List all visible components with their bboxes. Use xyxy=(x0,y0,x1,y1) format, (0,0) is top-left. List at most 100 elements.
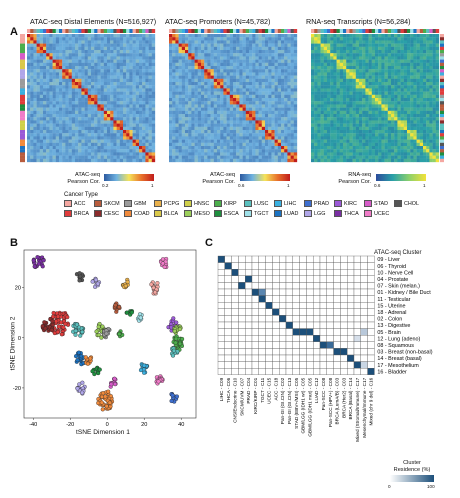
matrix-cell xyxy=(340,269,348,276)
matrix-cell xyxy=(333,255,341,263)
matrix-cell xyxy=(285,328,293,336)
colorbar-2 xyxy=(240,174,290,181)
cancer-type-legend-item: KIRC xyxy=(334,200,357,207)
matrix-cell xyxy=(299,295,307,303)
tsne-plot-frame xyxy=(23,249,197,419)
matrix-cell xyxy=(272,335,280,342)
cluster-column-label: Pan-SCC - C08 xyxy=(321,377,326,410)
cluster-column-label: UCEC - C15 xyxy=(267,377,272,403)
cancer-type-label: MESO xyxy=(194,210,210,217)
y-tick-label: 0 xyxy=(18,336,21,342)
cancer-type-swatch xyxy=(184,200,192,207)
cancer-type-legend-item: LUSC xyxy=(244,200,268,207)
matrix-cell xyxy=(326,341,334,349)
matrix-cell xyxy=(217,361,225,369)
matrix-cell xyxy=(245,255,253,263)
matrix-cell xyxy=(353,321,361,329)
matrix-cell xyxy=(319,295,327,303)
cluster-row-label: 03 - Breast (non-basal) xyxy=(377,350,432,356)
matrix-cell xyxy=(279,335,287,342)
cluster-matrix-cells xyxy=(217,255,375,375)
cancer-type-swatch xyxy=(94,210,102,217)
matrix-cell xyxy=(251,288,259,296)
tsne-point xyxy=(112,376,117,381)
matrix-cell xyxy=(347,315,355,323)
colorbar-2-title: ATAC-seq Pearson Cor. xyxy=(197,172,235,185)
matrix-cell xyxy=(367,308,375,316)
matrix-cell xyxy=(251,295,259,303)
matrix-cell xyxy=(217,321,225,329)
matrix-cell xyxy=(258,262,266,270)
tsne-point xyxy=(160,261,165,266)
matrix-cell xyxy=(326,255,334,263)
matrix-cell xyxy=(265,282,273,290)
tsne-point xyxy=(174,320,179,325)
matrix-cell xyxy=(224,255,232,263)
matrix-cell xyxy=(326,354,334,362)
matrix-cell xyxy=(367,288,375,296)
cluster-column-label: Mixed (Stromal/Immune) - C17 xyxy=(355,377,360,441)
cluster-row-label: 02 - Colon xyxy=(377,317,402,323)
matrix-cell xyxy=(238,255,246,263)
matrix-cell xyxy=(319,282,327,290)
matrix-cell xyxy=(340,315,348,323)
matrix-cell xyxy=(292,282,300,290)
matrix-cell xyxy=(245,341,253,349)
matrix-cell xyxy=(319,321,327,329)
tsne-point xyxy=(129,310,134,315)
matrix-cell xyxy=(292,255,300,263)
tsne-point xyxy=(101,391,106,396)
matrix-cell xyxy=(360,275,368,283)
matrix-cell xyxy=(340,302,348,309)
matrix-cell xyxy=(299,275,307,283)
cancer-type-legend-item: LIHC xyxy=(274,200,296,207)
matrix-cell xyxy=(285,282,293,290)
cancer-type-legend-item: STAD xyxy=(364,200,388,207)
matrix-cell xyxy=(347,295,355,303)
tsne-point xyxy=(177,327,183,332)
tsne-point xyxy=(74,322,80,327)
matrix-cell xyxy=(217,308,225,316)
matrix-cell xyxy=(367,348,375,356)
matrix-cell xyxy=(353,328,361,336)
matrix-cell xyxy=(238,308,246,316)
matrix-cell xyxy=(360,295,368,303)
matrix-cell xyxy=(313,295,321,303)
matrix-cell xyxy=(245,262,253,270)
tsne-point xyxy=(85,361,90,366)
matrix-cell xyxy=(279,295,287,303)
matrix-cell xyxy=(347,341,355,349)
matrix-cell xyxy=(313,361,321,369)
matrix-cell xyxy=(306,321,314,329)
matrix-cell xyxy=(326,335,334,342)
matrix-cell xyxy=(347,282,355,290)
matrix-cell xyxy=(245,354,253,362)
tsne-point xyxy=(103,394,108,399)
matrix-cell xyxy=(326,368,334,375)
tsne-point xyxy=(173,340,178,345)
matrix-cell xyxy=(292,302,300,309)
matrix-cell xyxy=(347,348,355,356)
matrix-cell xyxy=(245,288,253,296)
cluster-column-label: ACC - C18 xyxy=(273,377,278,400)
tsne-point xyxy=(104,404,109,409)
matrix-cell xyxy=(326,302,334,309)
colorbar-1-min: 0.2 xyxy=(102,183,109,188)
tsne-point xyxy=(95,281,100,286)
matrix-cell xyxy=(340,321,348,329)
matrix-cell xyxy=(238,282,246,290)
tsne-point xyxy=(100,407,105,412)
x-tick-label: -40 xyxy=(29,422,37,428)
colorbar-2-max: 1 xyxy=(287,183,290,188)
matrix-cell xyxy=(333,295,341,303)
cluster-column-label: GBM/LGG (IDH1 wt) - C05 xyxy=(301,377,306,433)
cancer-type-swatch xyxy=(184,210,192,217)
cancer-type-legend-item: LGG xyxy=(304,210,325,217)
matrix-cell xyxy=(313,335,321,342)
matrix-cell xyxy=(231,269,239,276)
matrix-cell xyxy=(306,308,314,316)
matrix-cell xyxy=(360,328,368,336)
tsne-point xyxy=(59,332,64,337)
cancer-type-label: SKCM xyxy=(104,200,120,207)
matrix-cell xyxy=(367,255,375,263)
